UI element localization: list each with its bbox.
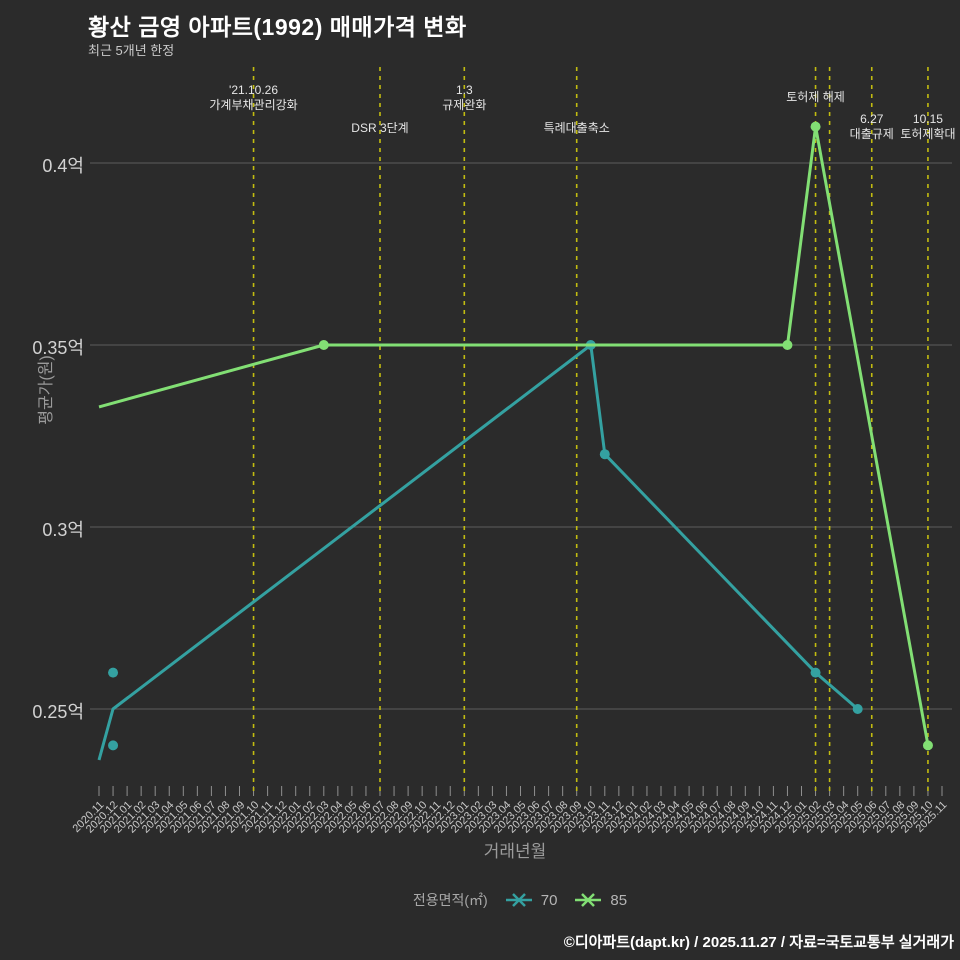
page-subtitle: 최근 5개년 한정 xyxy=(88,43,175,58)
page-title: 황산 금영 아파트(1992) 매매가격 변화 xyxy=(88,14,467,40)
series-line-70 xyxy=(97,343,859,761)
legend-marker-icon xyxy=(505,893,532,907)
footer-credit: ©디아파트(dapt.kr) / 2025.11.27 / 자료=국토교통부 실… xyxy=(563,934,954,951)
legend-item-label: 70 xyxy=(540,891,558,909)
x-axis-title: 거래년월 xyxy=(483,842,547,861)
y-tick-label: 0.4억 xyxy=(42,156,84,176)
y-axis-title: 평균가(원) xyxy=(38,355,55,425)
legend-item-85: 85 xyxy=(573,892,627,909)
data-point-70 xyxy=(852,704,863,714)
y-tick-label: 0.35억 xyxy=(32,338,84,358)
scatter-point-70 xyxy=(108,740,119,751)
data-point-85 xyxy=(810,121,821,132)
legend-marker-icon xyxy=(575,893,602,907)
legend-item-label: 85 xyxy=(610,891,628,909)
data-point-85 xyxy=(318,340,329,350)
data-point-85 xyxy=(782,340,793,350)
series-line-85 xyxy=(98,125,930,746)
scatter-point-70 xyxy=(108,667,119,678)
data-point-70 xyxy=(599,449,610,460)
data-point-85 xyxy=(922,740,933,751)
legend-item-70: 70 xyxy=(504,891,558,909)
data-point-70 xyxy=(810,667,821,678)
legend: 전용면적(㎡) 70 85 xyxy=(40,890,960,910)
y-tick-label: 0.25억 xyxy=(32,702,84,722)
y-tick-label: 0.3억 xyxy=(42,520,84,540)
legend-title: 전용면적(㎡) xyxy=(412,892,488,908)
